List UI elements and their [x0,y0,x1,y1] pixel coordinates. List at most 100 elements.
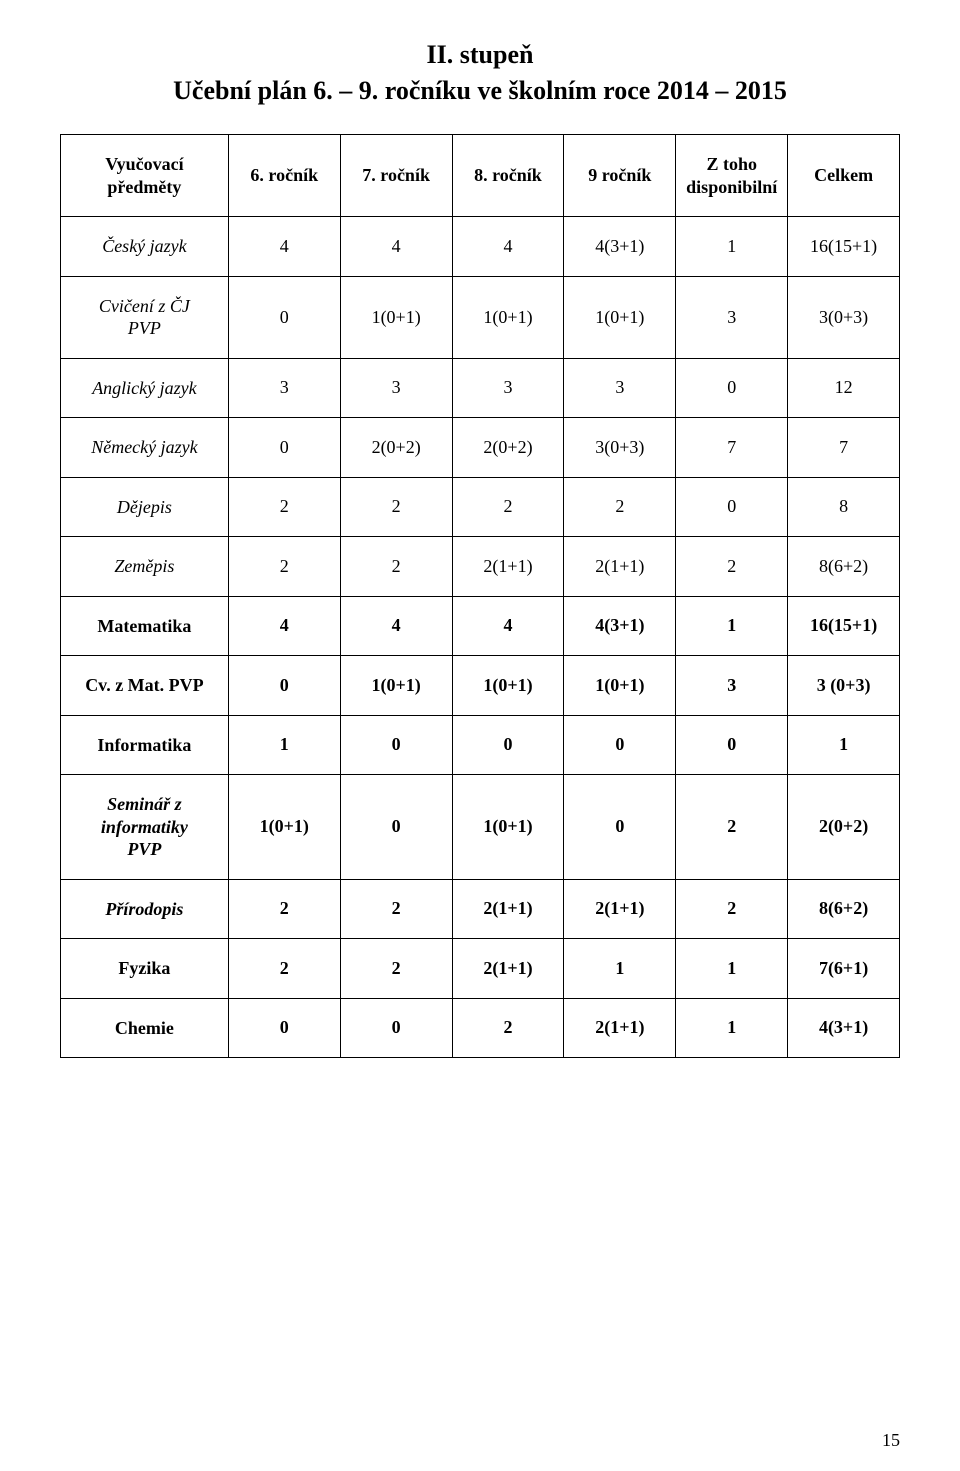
cell: 1 [676,939,788,999]
cell: 2 [676,537,788,597]
table-row: Seminář zinformatikyPVP1(0+1)01(0+1)022(… [61,775,900,880]
curriculum-table: Vyučovací předměty 6. ročník 7. ročník 8… [60,134,900,1058]
cell: 0 [676,358,788,418]
table-row: Chemie0022(1+1)14(3+1) [61,998,900,1058]
cell: 3(0+3) [788,276,900,358]
row-label-line: PVP [127,839,161,859]
cell: 3 [564,358,676,418]
table-row: Fyzika222(1+1)117(6+1) [61,939,900,999]
cell: 3 [340,358,452,418]
cell: 2 [452,477,564,537]
row-label: Německý jazyk [61,418,229,478]
page: II. stupeň Učební plán 6. – 9. ročníku v… [0,0,960,1471]
cell: 16(15+1) [788,217,900,277]
cell: 4 [340,217,452,277]
row-label: Seminář z informatikyPVP [61,775,229,880]
cell: 12 [788,358,900,418]
row-label-line: informatiky [101,817,188,837]
cell: 2 [228,537,340,597]
cell: 0 [228,276,340,358]
cell: 0 [340,715,452,775]
cell: 2(0+2) [452,418,564,478]
table-row: Dějepis222208 [61,477,900,537]
table-row: Cv. z Mat. PVP01(0+1)1(0+1)1(0+1)33 (0+3… [61,656,900,716]
cell: 1 [676,596,788,656]
cell: 1 [676,217,788,277]
cell: 2(0+2) [788,775,900,880]
cell: 2 [676,775,788,880]
cell: 7(6+1) [788,939,900,999]
cell: 1 [228,715,340,775]
header-total: Celkem [788,135,900,217]
cell: 2(1+1) [564,537,676,597]
cell: 4 [228,217,340,277]
page-number: 15 [882,1430,900,1451]
header-disposable-l1: Z toho [706,154,757,174]
row-label: Matematika [61,596,229,656]
cell: 4(3+1) [564,217,676,277]
row-label: Český jazyk [61,217,229,277]
cell: 4(3+1) [788,998,900,1058]
cell: 1 [676,998,788,1058]
cell: 4 [452,596,564,656]
cell: 1(0+1) [452,775,564,880]
cell: 2 [340,477,452,537]
row-label: Zeměpis [61,537,229,597]
cell: 0 [228,998,340,1058]
table-row: Anglický jazyk3333012 [61,358,900,418]
cell: 2 [564,477,676,537]
table-body: Český jazyk4444(3+1)116(15+1)Cvičení z Č… [61,217,900,1058]
table-row: Přírodopis222(1+1)2(1+1)28(6+2) [61,879,900,939]
row-label-line: PVP [128,318,161,338]
cell: 3 [676,276,788,358]
header-grade-6: 6. ročník [228,135,340,217]
cell: 0 [676,477,788,537]
table-row: Matematika4444(3+1)116(15+1) [61,596,900,656]
table-header-row: Vyučovací předměty 6. ročník 7. ročník 8… [61,135,900,217]
cell: 3 [228,358,340,418]
cell: 7 [788,418,900,478]
cell: 8 [788,477,900,537]
page-title: II. stupeň [60,40,900,70]
row-label-line: Cvičení z ČJ [99,296,190,316]
row-label: Dějepis [61,477,229,537]
header-grade-9: 9 ročník [564,135,676,217]
cell: 7 [676,418,788,478]
cell: 0 [340,998,452,1058]
page-subtitle: Učební plán 6. – 9. ročníku ve školním r… [60,76,900,106]
cell: 8(6+2) [788,537,900,597]
header-subjects-l2: předměty [107,177,181,197]
cell: 4 [340,596,452,656]
cell: 2 [676,879,788,939]
cell: 3(0+3) [564,418,676,478]
table-row: Německý jazyk02(0+2)2(0+2)3(0+3)77 [61,418,900,478]
cell: 2(1+1) [452,537,564,597]
table-row: Informatika100001 [61,715,900,775]
cell: 3 [452,358,564,418]
table-row: Cvičení z ČJPVP01(0+1)1(0+1)1(0+1)33(0+3… [61,276,900,358]
cell: 3 (0+3) [788,656,900,716]
cell: 2 [228,939,340,999]
cell: 1 [788,715,900,775]
row-label-line: Seminář z [107,794,182,814]
row-label: Cvičení z ČJPVP [61,276,229,358]
cell: 2 [340,939,452,999]
cell: 0 [228,418,340,478]
cell: 2(1+1) [564,879,676,939]
header-grade-7: 7. ročník [340,135,452,217]
cell: 2 [228,477,340,537]
header-disposable: Z toho disponibilní [676,135,788,217]
cell: 2 [340,537,452,597]
cell: 1(0+1) [564,656,676,716]
cell: 2 [452,998,564,1058]
cell: 2(1+1) [564,998,676,1058]
cell: 16(15+1) [788,596,900,656]
cell: 2 [340,879,452,939]
cell: 1 [564,939,676,999]
cell: 0 [228,656,340,716]
table-row: Český jazyk4444(3+1)116(15+1) [61,217,900,277]
table-row: Zeměpis222(1+1)2(1+1)28(6+2) [61,537,900,597]
row-label: Přírodopis [61,879,229,939]
cell: 3 [676,656,788,716]
row-label: Fyzika [61,939,229,999]
